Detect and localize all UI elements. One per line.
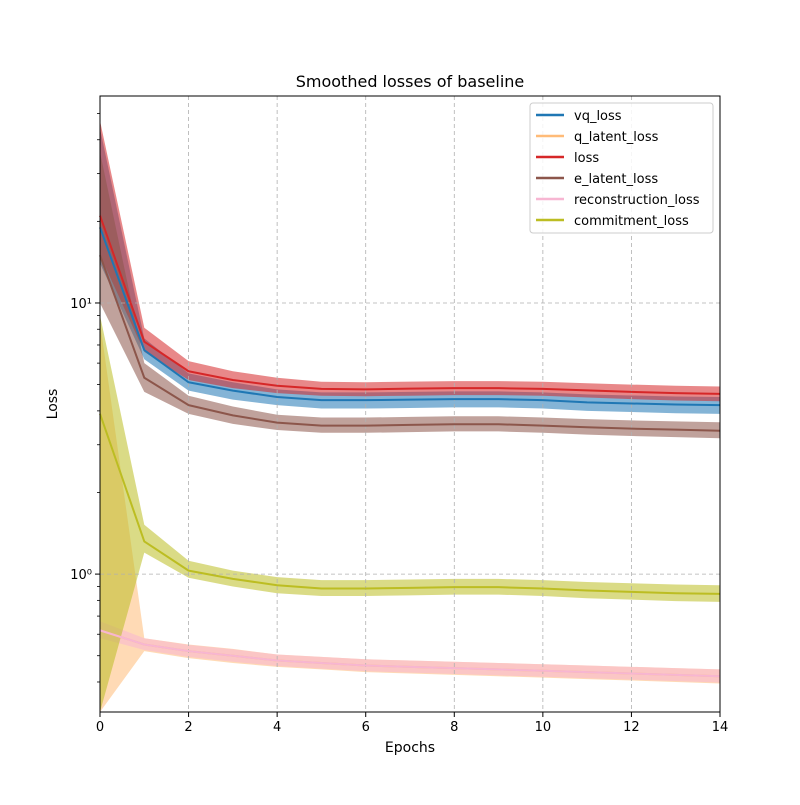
series-lines [99, 215, 721, 678]
chart-title: Smoothed losses of baseline [296, 72, 525, 91]
plot-frame [99, 95, 721, 713]
x-tick-label: 0 [96, 720, 104, 735]
x-tick-label: 4 [273, 720, 281, 735]
x-axis-label: Epochs [385, 740, 435, 756]
line-vq-loss [99, 227, 721, 407]
y-axis-label: Loss [45, 389, 61, 420]
x-tick-label: 8 [450, 720, 458, 735]
legend-label-loss: loss [574, 151, 599, 166]
legend-label-commitment-loss: commitment_loss [574, 214, 689, 229]
y-tick-label: 10¹ [70, 297, 92, 312]
band-reconstruction-loss [100, 621, 720, 683]
confidence-bands [100, 120, 720, 712]
x-tick-label: 6 [362, 720, 370, 735]
legend-label-reconstruction-loss: reconstruction_loss [574, 193, 700, 208]
line-reconstruction-loss [99, 629, 721, 678]
x-tick-label: 12 [623, 720, 640, 735]
x-tick-label: 2 [184, 720, 192, 735]
y-tick-label: 10⁰ [70, 568, 92, 583]
legend-label-e-latent-loss: e_latent_loss [574, 172, 658, 187]
legend-box [529, 102, 714, 234]
line-commitment-loss [99, 413, 721, 595]
legend-label-vq-loss: vq_loss [574, 109, 622, 124]
line-e-latent-loss [99, 254, 721, 432]
legend-label-q-latent-loss: q_latent_loss [574, 130, 659, 145]
axis-ticks: 0 2 4 6 8 10 12 14 10⁰ 10¹ [70, 113, 728, 735]
x-tick-label: 14 [712, 720, 729, 735]
line-loss [99, 215, 721, 395]
x-tick-label: 10 [535, 720, 552, 735]
